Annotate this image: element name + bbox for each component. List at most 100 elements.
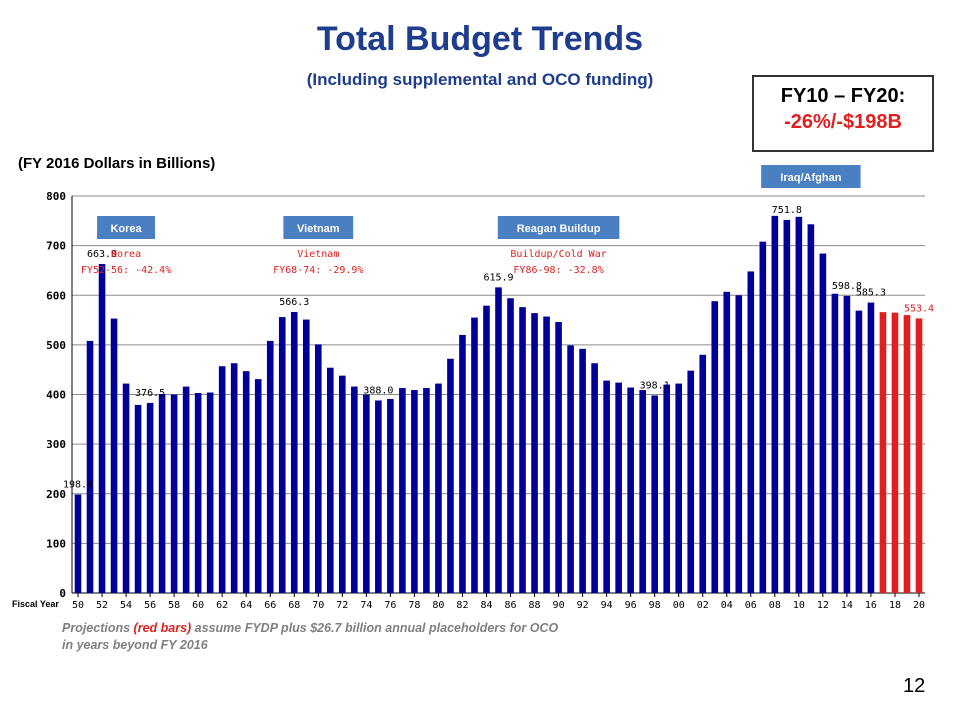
era-box-label: Reagan Buildup xyxy=(517,223,601,235)
data-label: 598.8 xyxy=(832,281,862,292)
budget-bar xyxy=(290,311,298,593)
era-annotation: Korea xyxy=(111,249,141,260)
budget-bar xyxy=(242,371,250,593)
page-title: Total Budget Trends xyxy=(316,20,644,58)
budget-bar xyxy=(759,241,767,593)
data-label: 388.0 xyxy=(363,385,393,396)
budget-bar xyxy=(843,295,851,593)
budget-bar xyxy=(411,390,418,593)
budget-bar xyxy=(314,344,322,593)
data-label: 615.9 xyxy=(483,272,513,283)
budget-bar xyxy=(218,366,226,593)
budget-bar xyxy=(254,379,262,593)
note-red-bars: (red bars) xyxy=(133,621,192,635)
y-tick-label: 700 xyxy=(46,240,66,253)
y-tick-label: 200 xyxy=(46,488,66,501)
page-subtitle: (Including supplemental and OCO funding) xyxy=(306,70,654,89)
x-tick-label: 14 xyxy=(841,600,853,611)
budget-bar xyxy=(194,393,202,593)
budget-bar xyxy=(134,404,142,593)
callout-period: FY10 – FY20: xyxy=(780,85,906,107)
x-tick-label: 52 xyxy=(96,600,108,611)
budget-bar xyxy=(483,305,490,593)
projection-note: Projections (red bars) assume FYDP plus … xyxy=(62,620,562,654)
x-tick-label: 72 xyxy=(336,600,348,611)
data-label: 376.5 xyxy=(135,388,165,399)
units-label: (FY 2016 Dollars in Billions) xyxy=(18,155,216,172)
projection-bar xyxy=(879,312,887,593)
x-tick-label: 78 xyxy=(408,600,420,611)
era-annotation: FY52-56: -42.4% xyxy=(81,265,171,276)
budget-bar xyxy=(266,340,274,593)
budget-bar xyxy=(867,302,875,593)
budget-bar xyxy=(831,293,839,593)
x-tick-label: 96 xyxy=(625,600,637,611)
projection-bar xyxy=(891,312,899,593)
budget-bar xyxy=(663,384,671,593)
x-tick-label: 70 xyxy=(312,600,324,611)
budget-bar xyxy=(471,317,478,593)
budget-bar xyxy=(86,340,94,593)
era-box xyxy=(97,216,156,239)
budget-bar xyxy=(110,318,118,593)
budget-bar xyxy=(74,494,82,593)
x-tick-label: 98 xyxy=(649,600,661,611)
data-label: 398.1 xyxy=(640,380,670,391)
y-tick-label: 100 xyxy=(46,537,66,550)
era-annotation: Buildup/Cold War xyxy=(510,249,606,260)
budget-bar xyxy=(98,263,106,593)
budget-bar xyxy=(555,322,562,593)
x-tick-label: 54 xyxy=(120,600,132,611)
budget-bar xyxy=(627,387,634,593)
era-annotation: FY86-98: -32.8% xyxy=(513,265,603,276)
budget-bar xyxy=(278,317,286,593)
budget-bar xyxy=(206,392,214,593)
budget-bar xyxy=(675,383,683,593)
budget-bar xyxy=(158,394,166,593)
budget-bar xyxy=(146,402,154,593)
budget-bar xyxy=(507,298,514,593)
x-tick-label: 94 xyxy=(601,600,613,611)
budget-bar xyxy=(519,307,526,593)
budget-bar xyxy=(182,386,190,593)
x-tick-label: 84 xyxy=(480,600,492,611)
budget-bar xyxy=(711,301,719,593)
x-tick-label: 66 xyxy=(264,600,276,611)
x-tick-label: 50 xyxy=(72,600,84,611)
era-box xyxy=(497,216,620,239)
y-tick-label: 500 xyxy=(46,339,66,352)
budget-bar xyxy=(423,388,430,593)
budget-bar xyxy=(122,383,130,593)
x-tick-label: 02 xyxy=(697,600,709,611)
budget-bar xyxy=(302,319,310,593)
x-tick-label: 64 xyxy=(240,600,252,611)
y-tick-label: 800 xyxy=(46,190,66,203)
y-tick-label: 300 xyxy=(46,438,66,451)
budget-bar xyxy=(363,394,370,593)
y-tick-label: 600 xyxy=(46,289,66,302)
data-label: 663.0 xyxy=(87,249,117,260)
budget-bar xyxy=(579,348,586,593)
x-tick-label: 92 xyxy=(577,600,589,611)
era-box-label: Iraq/Afghan xyxy=(780,172,841,184)
budget-bar xyxy=(230,363,238,593)
budget-bar xyxy=(783,219,791,593)
y-tick-label: 0 xyxy=(59,587,66,600)
summary-callout: FY10 – FY20: -26%/-$198B xyxy=(752,75,934,152)
era-box-label: Korea xyxy=(110,223,142,235)
x-tick-label: 76 xyxy=(384,600,396,611)
x-tick-label: 00 xyxy=(673,600,685,611)
data-label: 566.3 xyxy=(279,297,309,308)
x-tick-label: 16 xyxy=(865,600,877,611)
data-label: 585.3 xyxy=(856,288,886,299)
budget-bar xyxy=(351,386,358,593)
budget-bar xyxy=(435,383,442,593)
budget-bar xyxy=(495,287,502,593)
budget-bar xyxy=(807,224,815,593)
era-annotation: FY68-74: -29.9% xyxy=(273,265,363,276)
era-box xyxy=(283,216,354,239)
budget-bar xyxy=(567,345,574,593)
budget-bar xyxy=(326,367,334,593)
x-tick-label: 20 xyxy=(913,600,925,611)
